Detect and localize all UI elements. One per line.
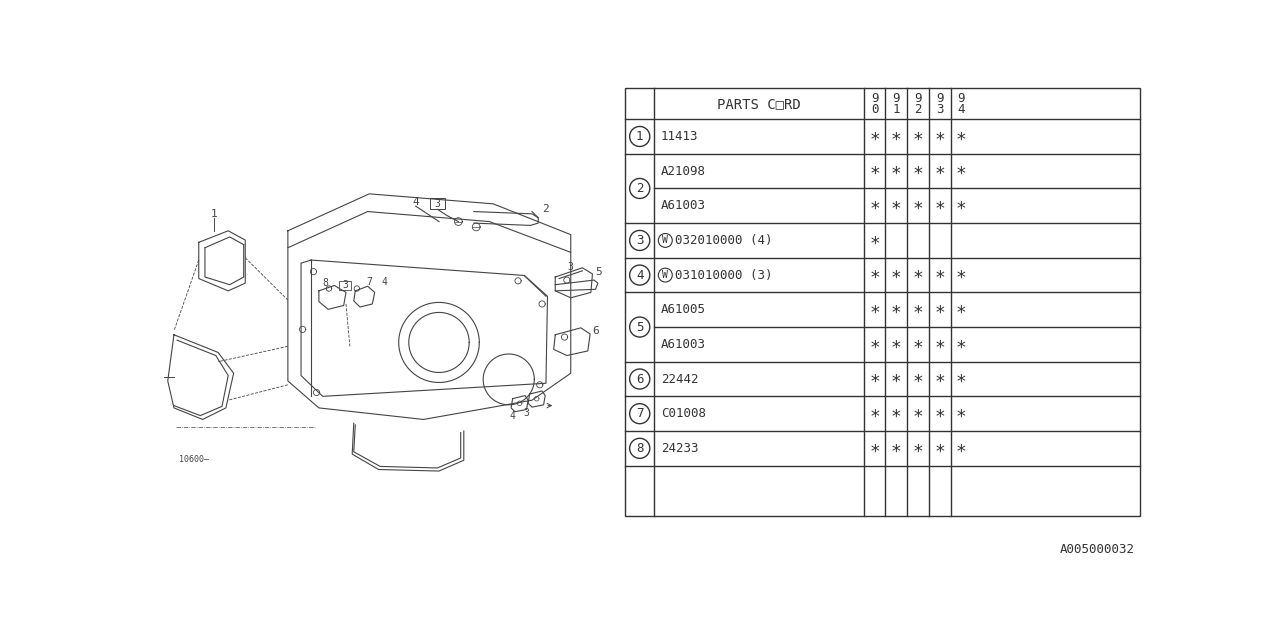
Text: 2: 2 xyxy=(541,204,549,214)
Text: ∗: ∗ xyxy=(934,196,945,215)
Text: ∗: ∗ xyxy=(891,196,901,215)
Text: A61005: A61005 xyxy=(660,303,705,316)
Text: 9: 9 xyxy=(870,92,878,105)
Text: ∗: ∗ xyxy=(869,266,879,284)
Text: ∗: ∗ xyxy=(934,266,945,284)
Text: ∗: ∗ xyxy=(956,196,966,215)
Text: 5: 5 xyxy=(636,321,644,333)
Text: ∗: ∗ xyxy=(956,162,966,180)
Text: W: W xyxy=(662,236,668,245)
Text: ∗: ∗ xyxy=(913,370,923,388)
Text: ∗: ∗ xyxy=(934,335,945,353)
Text: ∗: ∗ xyxy=(913,266,923,284)
Text: ∗: ∗ xyxy=(869,335,879,353)
Text: ∗: ∗ xyxy=(956,404,966,422)
Text: 3: 3 xyxy=(524,408,530,419)
Text: 24233: 24233 xyxy=(660,442,698,455)
Text: ∗: ∗ xyxy=(913,335,923,353)
Text: ∗: ∗ xyxy=(934,301,945,319)
Text: PARTS C□RD: PARTS C□RD xyxy=(717,97,801,111)
Text: 4: 4 xyxy=(412,196,419,207)
Text: ∗: ∗ xyxy=(913,162,923,180)
Text: 4: 4 xyxy=(636,269,644,282)
Text: 9: 9 xyxy=(914,92,922,105)
Text: 032010000 (4): 032010000 (4) xyxy=(675,234,772,247)
Text: ∗: ∗ xyxy=(891,266,901,284)
Text: ∗: ∗ xyxy=(913,127,923,145)
Text: ∗: ∗ xyxy=(934,439,945,458)
Text: ∗: ∗ xyxy=(891,404,901,422)
Text: ∗: ∗ xyxy=(891,370,901,388)
Text: 3: 3 xyxy=(936,102,943,116)
Text: ∗: ∗ xyxy=(934,162,945,180)
Text: ∗: ∗ xyxy=(869,162,879,180)
Text: 9: 9 xyxy=(892,92,900,105)
Text: W: W xyxy=(662,270,668,280)
Text: 3: 3 xyxy=(434,199,440,209)
Text: ∗: ∗ xyxy=(956,127,966,145)
Text: 6: 6 xyxy=(636,372,644,385)
Text: 1: 1 xyxy=(892,102,900,116)
Text: 11413: 11413 xyxy=(660,130,698,143)
Text: A005000032: A005000032 xyxy=(1060,543,1135,556)
Text: 0: 0 xyxy=(870,102,878,116)
Text: ∗: ∗ xyxy=(869,301,879,319)
Text: 1: 1 xyxy=(636,130,644,143)
Text: 4: 4 xyxy=(381,277,388,287)
Text: 1: 1 xyxy=(211,209,218,219)
Text: ∗: ∗ xyxy=(869,370,879,388)
Text: 3: 3 xyxy=(568,262,573,272)
Text: ∗: ∗ xyxy=(869,404,879,422)
Text: 9: 9 xyxy=(936,92,943,105)
Text: 22442: 22442 xyxy=(660,372,698,385)
Text: 3: 3 xyxy=(342,280,348,291)
Text: 7: 7 xyxy=(636,407,644,420)
Text: ∗: ∗ xyxy=(869,439,879,458)
Text: ∗: ∗ xyxy=(891,335,901,353)
Text: ∗: ∗ xyxy=(913,196,923,215)
Text: 4: 4 xyxy=(957,102,965,116)
Text: ∗: ∗ xyxy=(913,301,923,319)
Text: ∗: ∗ xyxy=(956,439,966,458)
Text: 8: 8 xyxy=(323,278,328,288)
Text: ∗: ∗ xyxy=(869,127,879,145)
Text: 3: 3 xyxy=(636,234,644,247)
Text: 9: 9 xyxy=(957,92,965,105)
Text: ∗: ∗ xyxy=(934,127,945,145)
Text: A61003: A61003 xyxy=(660,199,705,212)
Text: ∗: ∗ xyxy=(934,404,945,422)
Text: 7: 7 xyxy=(366,277,372,287)
Text: 8: 8 xyxy=(636,442,644,455)
Text: ∗: ∗ xyxy=(891,127,901,145)
Text: ∗: ∗ xyxy=(956,266,966,284)
Text: ∗: ∗ xyxy=(869,196,879,215)
Text: A21098: A21098 xyxy=(660,164,705,178)
Text: A61003: A61003 xyxy=(660,338,705,351)
Text: 10600—: 10600— xyxy=(179,455,210,464)
Text: ∗: ∗ xyxy=(913,439,923,458)
Text: ∗: ∗ xyxy=(891,301,901,319)
Text: C01008: C01008 xyxy=(660,407,705,420)
Text: 6: 6 xyxy=(593,326,599,336)
Bar xyxy=(339,281,352,290)
Text: 4: 4 xyxy=(509,411,516,420)
Text: ∗: ∗ xyxy=(869,232,879,250)
Bar xyxy=(430,198,445,209)
Text: ∗: ∗ xyxy=(956,335,966,353)
Text: ∗: ∗ xyxy=(934,370,945,388)
Text: 2: 2 xyxy=(914,102,922,116)
Text: 5: 5 xyxy=(595,268,603,277)
Text: 2: 2 xyxy=(636,182,644,195)
Text: ∗: ∗ xyxy=(913,404,923,422)
Text: ∗: ∗ xyxy=(956,370,966,388)
Text: ∗: ∗ xyxy=(956,301,966,319)
Text: 031010000 (3): 031010000 (3) xyxy=(675,269,772,282)
Text: ∗: ∗ xyxy=(891,162,901,180)
Bar xyxy=(625,88,1140,516)
Text: ∗: ∗ xyxy=(891,439,901,458)
